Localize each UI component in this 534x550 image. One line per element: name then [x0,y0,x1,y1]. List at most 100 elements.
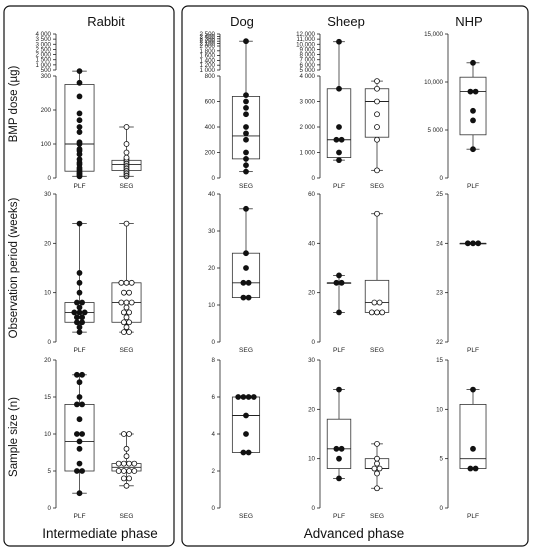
y-tick-label: 7 000 [300,57,316,64]
y-tick-label: 4 000 [36,31,52,38]
y-tick-label: 1 600 [200,53,216,60]
category-label-plf: PLF [467,347,479,354]
intermediate-phase-label: Intermediate phase [42,526,158,541]
data-point [243,149,249,156]
data-point [76,117,83,124]
data-point [74,468,80,474]
data-point [336,124,342,130]
data-point [333,279,340,286]
category-label-plf: PLF [333,513,345,520]
data-point [371,465,378,472]
y-tick-label: 1 000 [200,67,216,74]
category-label-seg: SEG [239,347,253,354]
data-point [76,324,83,331]
series-seg: SEG [364,78,390,190]
y-tick-label: 20 [208,265,215,272]
y-tick-label: 20 [44,357,51,364]
data-point [333,136,340,143]
y-tick-label: 0 [212,505,216,512]
data-point [76,394,83,400]
data-point [374,98,380,105]
category-label-plf: PLF [73,513,85,520]
y-tick-label: 6 [212,394,216,401]
y-tick-label: 2 400 [200,33,216,40]
y-tick-label: 11,000 [297,36,316,43]
data-point [74,314,80,321]
y-tick-label: 2 000 [300,124,316,131]
data-point [336,38,342,45]
data-point [470,146,476,153]
data-point [368,309,375,316]
series-plf: PLF [326,272,352,354]
y-tick-label: 20 [308,290,315,297]
y-tick-label: 9 000 [300,46,316,53]
y-tick-label: 2 100 [200,41,216,48]
data-point [379,309,386,316]
data-point [470,445,476,452]
box-plot-sheep-2: 0 10 20 30 PLF SEG [308,357,390,520]
y-tick-label: 0 [312,339,316,346]
row-label-bmp-dose: BMP dose (µg) [8,65,20,142]
series-seg: SEG [231,205,261,354]
row-label-sample-size: Sample size (n) [8,397,20,477]
data-point [336,157,342,164]
data-point [79,299,85,306]
data-point [240,279,247,286]
data-point [76,416,83,423]
data-point [374,470,380,477]
data-point [126,460,133,467]
data-point [128,299,135,306]
data-point [121,319,127,326]
y-tick-label: 0 [312,505,316,512]
intermediate-panel-frame [3,5,175,547]
y-tick-label: 2 000 [200,43,216,50]
box-iqr [326,88,352,158]
data-point [336,475,342,482]
box-iqr [364,279,390,313]
data-point [336,149,342,156]
data-point [126,329,133,336]
data-point [376,299,383,306]
data-point [243,155,249,162]
box-iqr [231,252,261,298]
data-point [245,394,252,400]
data-point [123,124,130,130]
y-tick-label: 10,000 [296,41,315,48]
advanced-panel-frame [181,5,529,547]
y-tick-label: 2 300 [200,36,216,43]
data-point [123,154,130,161]
y-tick-label: 24 [436,240,443,247]
y-tick-label: 0 [48,339,52,346]
data-point [243,92,249,99]
species-title-sheep: Sheep [327,14,365,29]
data-point [76,490,83,497]
data-point [245,279,252,286]
series-plf: PLF [459,240,487,354]
y-tick-label: 15 [44,394,51,401]
data-point [371,299,378,306]
data-point [243,98,249,105]
series-plf: PLF [64,68,95,190]
y-tick-label: 15 [436,357,443,364]
data-point [76,309,83,316]
data-point [76,438,83,445]
category-label-plf: PLF [467,183,479,190]
data-point [336,272,342,279]
data-point [123,304,130,311]
y-tick-label: 4 000 [300,73,316,80]
data-point [338,279,345,286]
data-point [467,88,474,95]
y-tick-label: 600 [205,99,216,106]
y-tick-label: 200 [41,107,52,114]
data-point [76,270,83,276]
y-tick-label: 6 000 [300,62,316,69]
data-point [74,319,80,326]
data-point [243,412,249,419]
y-tick-label: 2 500 [36,46,52,53]
box-plot-nhp-1: 22 23 24 25 PLF [436,191,487,354]
y-tick-label: 2 [212,468,216,475]
series-seg: SEG [231,394,261,520]
data-point [115,468,122,474]
